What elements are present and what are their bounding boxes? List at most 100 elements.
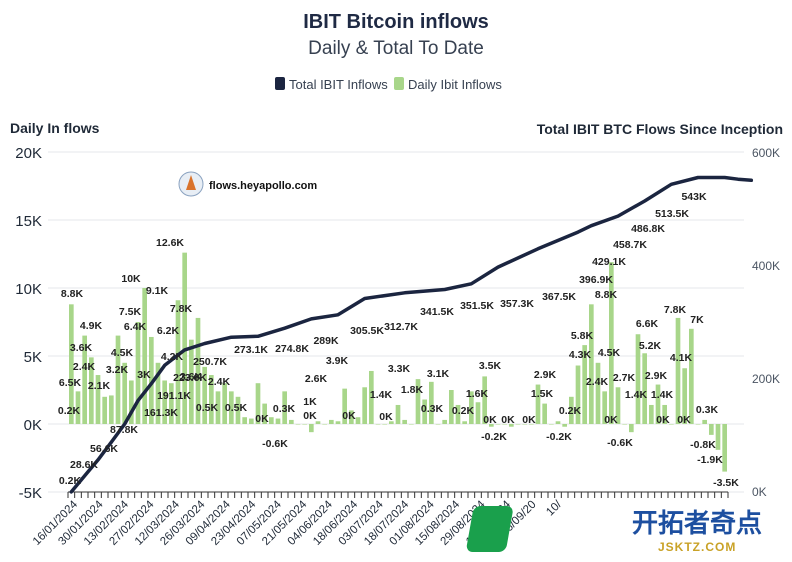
total-data-label: 161.3K <box>144 407 178 419</box>
right-tick-600k: 600K <box>752 146 780 160</box>
total-data-label: 513.5K <box>655 208 689 220</box>
brand-name-cn: 开拓者奇点 <box>632 508 762 538</box>
daily-data-label: 0K <box>483 414 497 426</box>
daily-data-label: 7.5K <box>119 306 142 318</box>
daily-bar <box>529 424 534 425</box>
daily-data-label: 8.8K <box>595 289 618 301</box>
daily-bar <box>169 383 174 424</box>
total-data-label: 367.5K <box>542 291 576 303</box>
daily-bar <box>175 300 181 424</box>
legend-label-total[interactable]: Total IBIT Inflows <box>289 77 388 92</box>
left-tick-20k: 20K <box>15 145 42 162</box>
daily-bar <box>349 410 354 424</box>
left-axis: 20K 15K 10K 5K 0K -5K <box>15 145 42 502</box>
daily-bar <box>609 262 614 424</box>
daily-data-label: -0.2K <box>481 431 507 443</box>
daily-bar <box>302 424 307 425</box>
total-data-label: 250.7K <box>193 356 227 368</box>
left-tick-10k: 10K <box>15 281 42 298</box>
daily-data-label: 1.8K <box>401 384 424 396</box>
daily-data-label: 3.6K <box>70 342 93 354</box>
daily-data-label: 5.8K <box>571 330 594 342</box>
daily-data-label: 6.6K <box>636 318 659 330</box>
chart-subtitle: Daily & Total To Date <box>308 38 484 59</box>
daily-data-label: 6.5K <box>59 377 82 389</box>
daily-data-label: 0K <box>303 410 317 422</box>
daily-data-label: 0.2K <box>58 405 81 417</box>
daily-bar <box>155 362 161 424</box>
daily-bar <box>549 424 554 425</box>
daily-data-label: 2.7K <box>613 372 636 384</box>
daily-data-label: -0.6K <box>607 437 633 449</box>
daily-bar <box>509 424 514 427</box>
daily-data-label: 1.4K <box>651 389 674 401</box>
daily-bar <box>635 334 641 424</box>
daily-data-label: 0.2K <box>559 405 582 417</box>
daily-data-label: 4.5K <box>598 347 621 359</box>
total-data-label: 312.7K <box>384 321 418 333</box>
total-data-label: 458.7K <box>613 239 647 251</box>
daily-bar <box>622 424 627 425</box>
daily-data-label: 3.6K <box>180 371 203 383</box>
legend-label-daily[interactable]: Daily Ibit Inflows <box>408 77 502 92</box>
total-data-label: 429.1K <box>592 256 626 268</box>
total-data-label: 543K <box>681 191 707 203</box>
legend-swatch-total <box>275 77 285 90</box>
daily-bar <box>695 424 701 425</box>
left-tick-minus5k: -5K <box>19 485 42 502</box>
daily-bar <box>435 424 441 425</box>
brand-badge: B 开拓者奇点 JSKTZ.COM <box>466 506 762 554</box>
daily-data-label: 0.3K <box>696 404 719 416</box>
daily-bar <box>655 384 661 424</box>
daily-data-label: 3.5K <box>479 360 502 372</box>
daily-bar <box>642 353 647 424</box>
chart-title: IBIT Bitcoin inflows <box>303 11 489 33</box>
total-data-label: 87.8K <box>110 424 138 436</box>
daily-data-label: 0K <box>342 410 356 422</box>
daily-bar <box>295 424 301 425</box>
rocket-glyph <box>186 175 196 190</box>
daily-bar <box>575 365 581 424</box>
daily-data-label: 3.1K <box>427 368 450 380</box>
daily-bar <box>682 368 687 424</box>
legend-swatch-daily <box>394 77 404 90</box>
daily-bar <box>189 339 194 424</box>
daily-bar <box>122 362 127 424</box>
daily-data-label: 6.2K <box>157 325 180 337</box>
daily-data-label: -0.2K <box>546 431 572 443</box>
daily-bar <box>669 424 674 425</box>
daily-bar <box>115 335 121 424</box>
total-data-labels: 0.2K 28.6K 56.6K 87.8K 161.3K 191.1K 223.6K 250… <box>59 191 707 487</box>
total-data-label: 191.1K <box>157 390 191 402</box>
daily-bar <box>455 404 461 424</box>
daily-bar <box>262 403 267 424</box>
brand-name-en: JSKTZ.COM <box>658 540 736 554</box>
daily-bar <box>602 391 607 424</box>
daily-bar <box>182 252 187 424</box>
daily-data-label: 2.9K <box>645 370 668 382</box>
total-data-label: 357.3K <box>500 298 534 310</box>
total-data-label: 486.8K <box>631 223 665 235</box>
watermark-text: flows.heyapollo.com <box>209 180 317 192</box>
daily-data-label: 0.3K <box>273 403 296 415</box>
daily-data-labels: 8.8K 6.5K 4.9K 3.6K 2.4K 2.1K 0.2K 10K 7.5K 6.4K 4… <box>58 237 739 489</box>
daily-bar <box>522 424 527 425</box>
daily-bar <box>109 395 114 424</box>
total-data-label: 341.5K <box>420 306 454 318</box>
daily-bar <box>242 417 247 424</box>
daily-bar <box>335 421 341 424</box>
daily-bars <box>69 252 727 472</box>
daily-data-label: 0K <box>379 411 393 423</box>
daily-data-label: 0K <box>656 414 670 426</box>
daily-data-label: 1.4K <box>370 389 393 401</box>
daily-bar <box>95 375 101 424</box>
daily-data-label: 7.8K <box>170 303 193 315</box>
daily-data-label: 9.1K <box>146 285 169 297</box>
daily-data-label: 4.3K <box>569 349 592 361</box>
total-data-label: 274.8K <box>275 343 309 355</box>
total-data-label: 396.9K <box>579 274 613 286</box>
daily-data-label: 4.5K <box>111 347 134 359</box>
x-tick-label: 10/ <box>544 498 564 518</box>
total-data-label: 351.5K <box>460 300 494 312</box>
daily-bar <box>129 380 134 424</box>
